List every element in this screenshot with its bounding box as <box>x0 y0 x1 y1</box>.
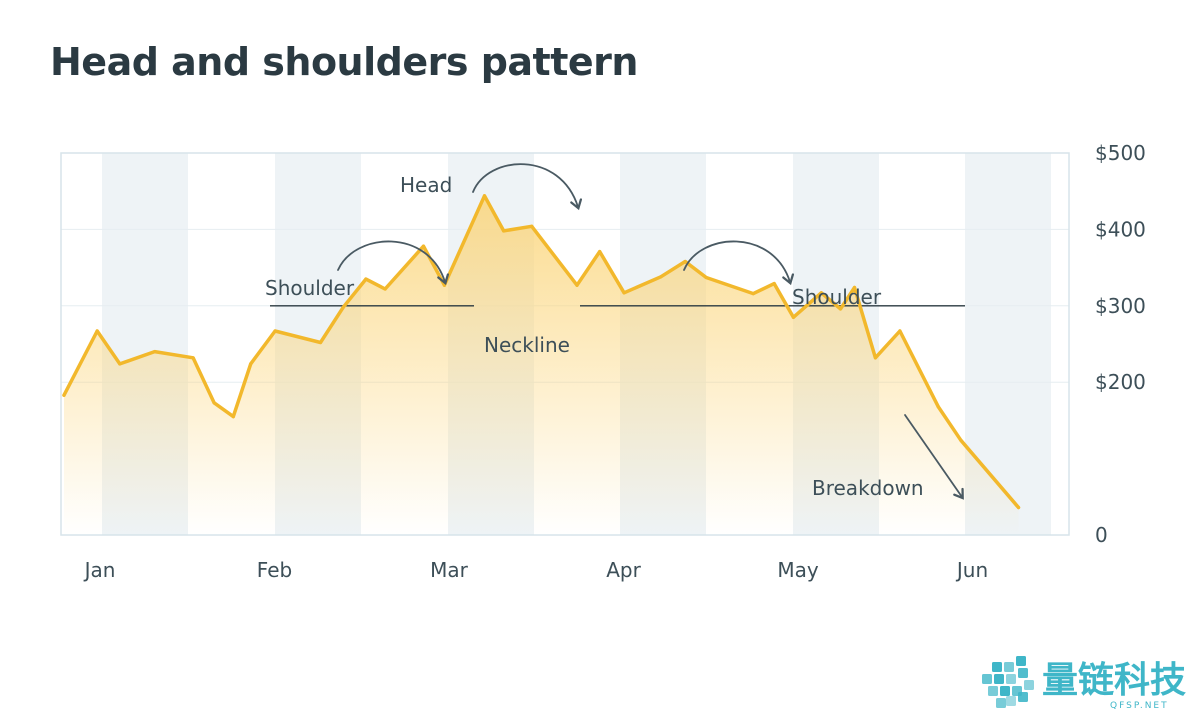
head-arrow-icon <box>472 163 583 211</box>
x-tick-label: Feb <box>257 558 292 582</box>
x-tick-label: Mar <box>430 558 469 582</box>
price-point <box>852 285 857 290</box>
price-point <box>873 356 878 360</box>
annotation-breakdown: Breakdown <box>812 476 924 500</box>
logo-pixel <box>1018 692 1028 702</box>
price-line-layer <box>62 194 1021 510</box>
logo-pixel <box>1016 656 1026 666</box>
y-tick-label: 0 <box>1095 523 1108 547</box>
price-point <box>341 305 345 309</box>
price-point <box>1016 505 1021 510</box>
logo-pixel <box>1024 680 1034 690</box>
price-point <box>62 393 66 397</box>
x-axis-ticks: Jan Feb Mar Apr May Jun <box>83 558 989 582</box>
price-point <box>751 292 755 296</box>
x-tick-label: Apr <box>606 558 641 582</box>
logo-pixel <box>996 698 1006 708</box>
annotation-neckline: Neckline <box>484 333 570 357</box>
right-shoulder-arrow-icon <box>683 240 795 286</box>
price-point <box>575 283 579 287</box>
logo-pixel <box>988 686 998 696</box>
x-tick-label: Jan <box>83 558 116 582</box>
breakdown-arrow-icon <box>904 414 964 500</box>
price-point <box>273 329 277 333</box>
price-point <box>598 250 602 254</box>
price-point <box>659 275 663 279</box>
price-point <box>959 438 963 442</box>
y-tick-label: $500 <box>1095 141 1146 165</box>
price-point <box>502 229 506 233</box>
logo-pixel <box>1004 662 1014 672</box>
price-point <box>772 282 776 286</box>
price-point <box>383 287 387 291</box>
price-point <box>318 340 323 345</box>
price-point <box>442 283 446 287</box>
y-tick-label: $400 <box>1095 217 1146 241</box>
price-point <box>791 315 796 319</box>
price-point <box>118 362 122 366</box>
price-point <box>231 415 235 419</box>
price-point <box>704 275 708 280</box>
price-point <box>95 329 99 333</box>
logo-pixel <box>1006 696 1016 706</box>
price-point <box>530 224 534 228</box>
annotation-right-shoulder: Shoulder <box>792 285 882 309</box>
chart-title: Head and shoulders pattern <box>50 40 638 84</box>
left-shoulder-arrow-icon <box>337 240 450 286</box>
price-area <box>64 195 1019 536</box>
logo-pixel <box>994 674 1004 684</box>
logo-pixel <box>1018 668 1028 678</box>
pattern-annotations: Head Shoulder Shoulder Neckline Breakdown <box>265 163 964 500</box>
brand-logo: 量链科技 QFSP.NET <box>982 656 1186 711</box>
price-point <box>249 362 253 366</box>
annotation-head: Head <box>400 173 452 197</box>
price-point <box>838 307 843 311</box>
logo-site: QFSP.NET <box>1110 701 1169 711</box>
price-point <box>936 405 940 409</box>
y-axis-ticks: $500 $400 $300 $200 0 <box>1095 141 1146 547</box>
price-point <box>364 277 368 281</box>
price-point <box>898 329 902 333</box>
y-tick-label: $300 <box>1095 294 1146 318</box>
annotation-left-shoulder: Shoulder <box>265 276 355 300</box>
x-tick-label: Jun <box>955 558 988 582</box>
logo-pixel <box>1000 686 1010 696</box>
price-point <box>482 194 487 198</box>
price-point <box>153 350 157 354</box>
price-point <box>622 291 626 295</box>
area-fill-layer <box>64 195 1019 536</box>
logo-mark-icon <box>982 656 1034 708</box>
logo-pixel <box>1006 674 1016 684</box>
logo-pixel <box>982 674 992 684</box>
price-point <box>683 259 687 264</box>
x-tick-label: May <box>777 558 819 582</box>
price-point <box>421 244 426 248</box>
price-point <box>819 291 823 295</box>
logo-pixel <box>992 662 1002 672</box>
logo-wordmark: 量链科技 <box>1042 660 1186 701</box>
price-point <box>212 401 216 405</box>
price-point <box>191 356 195 360</box>
y-tick-label: $200 <box>1095 370 1146 394</box>
